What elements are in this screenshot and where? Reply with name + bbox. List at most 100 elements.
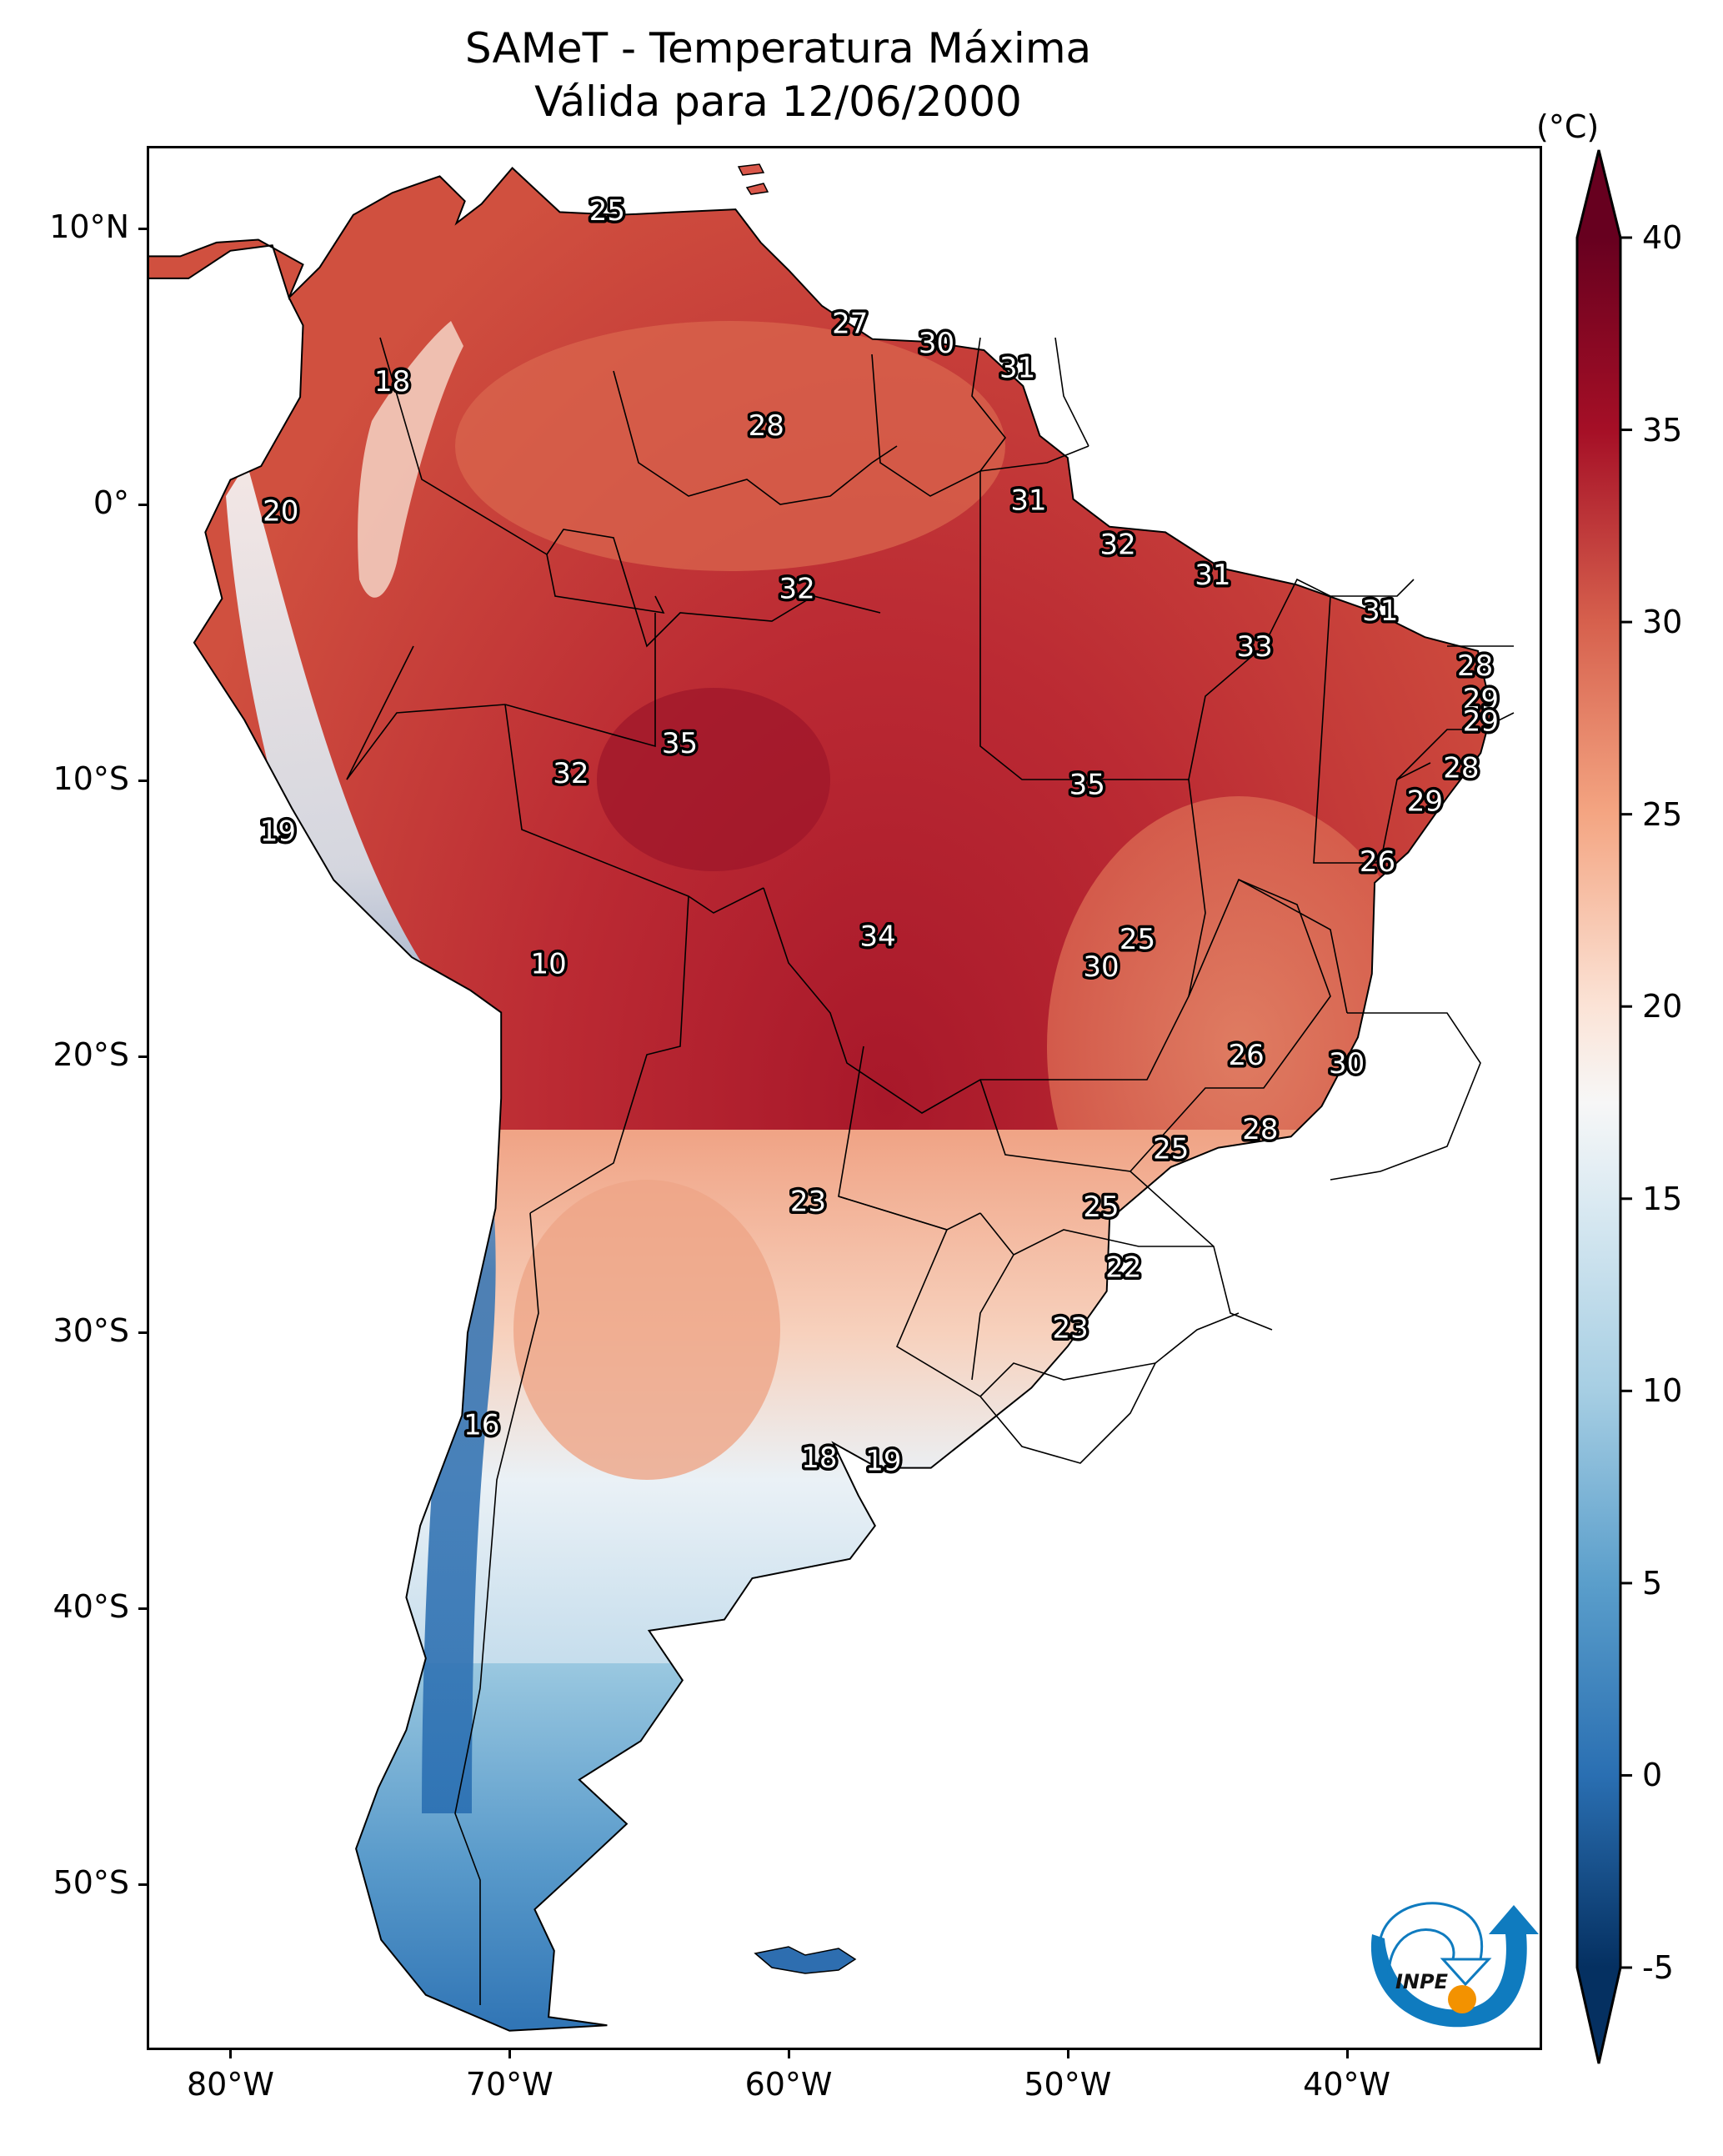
contour-label: 28 <box>749 409 784 443</box>
contour-label: 32 <box>779 572 814 605</box>
longitude-tick-label: 40°W <box>1303 2066 1391 2103</box>
colorbar-tick-label: 20 <box>1642 988 1683 1025</box>
contour-label: 22 <box>1105 1251 1141 1285</box>
contour-label: 29 <box>1407 785 1443 818</box>
contour-label: 28 <box>1457 649 1493 683</box>
border-segment <box>613 370 898 505</box>
colorbar-unit-label: (°C) <box>1536 108 1600 145</box>
latitude-tick <box>138 504 147 507</box>
colorbar-extend-max <box>1577 150 1620 238</box>
border-segment <box>1330 1012 1481 1181</box>
contour-label: 31 <box>999 352 1035 385</box>
coastline <box>147 167 1493 2032</box>
latitude-tick-label: 0° <box>93 484 129 522</box>
contour-label: 30 <box>1329 1047 1365 1081</box>
contour-label: 23 <box>1053 1312 1089 1346</box>
border-segment <box>895 1229 1240 1464</box>
contour-label: 33 <box>1237 630 1273 664</box>
border-segment <box>346 645 414 780</box>
contour-label: 32 <box>1099 528 1135 561</box>
country-and-state-borders <box>346 337 1515 2005</box>
border-segment <box>454 1212 539 2005</box>
contour-label: 25 <box>589 194 625 228</box>
map-axes-frame <box>147 146 1542 2050</box>
latitude-tick-label: 30°S <box>53 1312 129 1350</box>
contour-label: 31 <box>1010 484 1046 518</box>
inpe-logo: INPE <box>1370 1902 1539 2028</box>
logo-swoosh-icon <box>1370 1905 1539 2028</box>
contour-label: 28 <box>1242 1113 1278 1146</box>
chart-title-line-2: Válida para 12/06/2000 <box>534 78 1022 126</box>
contour-label: 20 <box>263 495 298 529</box>
latitude-tick-label: 10°S <box>53 760 129 798</box>
contour-label: 35 <box>662 727 698 760</box>
logo-text: INPE <box>1395 1970 1449 1993</box>
contour-label: 16 <box>463 1408 499 1442</box>
logo-down-arrow-icon <box>1440 1958 1492 1987</box>
latitude-tick <box>138 1331 147 1335</box>
colorbar-tick-label: 0 <box>1642 1757 1663 1794</box>
longitude-tick <box>229 2050 233 2058</box>
logo-outer-arc-icon <box>1378 1902 1484 1960</box>
contour-label: 18 <box>801 1442 837 1475</box>
border-segment <box>979 1079 1273 1331</box>
border-segment <box>979 1362 1156 1397</box>
temp-field-north-guiana <box>455 321 1005 571</box>
colorbar-tick-label: 40 <box>1642 219 1683 256</box>
colorbar-tick-label: -5 <box>1642 1949 1674 1986</box>
latitude-tick-label: 20°S <box>53 1036 129 1074</box>
contour-label: 10 <box>530 948 566 981</box>
longitude-tick-label: 50°W <box>1024 2066 1112 2103</box>
border-segment <box>1238 879 1348 1014</box>
border-segment <box>1013 1229 1214 1256</box>
border-segment <box>1313 595 1431 864</box>
contour-label: 30 <box>1083 950 1119 984</box>
longitude-tick-label: 80°W <box>186 2066 274 2103</box>
contour-label: 19 <box>865 1444 901 1477</box>
colorbar-body <box>1577 238 1620 1968</box>
contour-label: 28 <box>1443 752 1479 785</box>
contour-label: 26 <box>1360 845 1395 879</box>
border-segment <box>979 471 1265 780</box>
colorbar-tick-label: 30 <box>1642 604 1683 641</box>
latitude-tick-label: 40°S <box>53 1588 129 1626</box>
latitude-tick <box>138 228 147 231</box>
contour-label: 25 <box>1119 923 1155 956</box>
contour-label: 31 <box>1362 594 1398 628</box>
latitude-tick <box>138 1607 147 1611</box>
temp-field-andes <box>226 463 496 1813</box>
contour-label: 19 <box>260 815 296 849</box>
border-segment <box>504 613 656 748</box>
contour-label: 25 <box>1083 1191 1119 1224</box>
border-segment <box>971 1212 1014 1381</box>
contour-label: 32 <box>553 757 589 790</box>
contour-label: 25 <box>1153 1132 1189 1166</box>
contour-label: 18 <box>374 365 410 399</box>
falkland-islands <box>754 1946 857 1974</box>
colorbar-tick-label: 5 <box>1642 1564 1663 1602</box>
border-segment <box>971 337 1007 472</box>
contour-label: 26 <box>1228 1039 1264 1072</box>
border-segment <box>838 1196 948 1231</box>
longitude-tick <box>1345 2050 1349 2058</box>
border-segment <box>529 895 689 1214</box>
colorbar-tick-label: 35 <box>1642 411 1683 449</box>
contour-label: 30 <box>919 327 954 360</box>
longitude-tick-label: 70°W <box>465 2066 553 2103</box>
border-segment <box>1396 712 1515 780</box>
temp-field-colombia-andes <box>358 321 463 598</box>
latitude-tick <box>138 780 147 783</box>
longitude-tick <box>788 2050 791 2058</box>
colorbar-tick-label: 10 <box>1642 1372 1683 1410</box>
border-segment <box>871 353 1089 497</box>
caribbean-islands <box>737 163 769 195</box>
logo-sun-icon <box>1448 1985 1476 2013</box>
logo-inner-arc-icon <box>1387 1928 1455 1977</box>
latitude-tick <box>138 1883 147 1887</box>
colorbar-tick-label: 25 <box>1642 795 1683 833</box>
border-segment <box>346 704 506 780</box>
contour-label: 27 <box>832 308 868 341</box>
contour-label: 29 <box>1463 683 1499 716</box>
